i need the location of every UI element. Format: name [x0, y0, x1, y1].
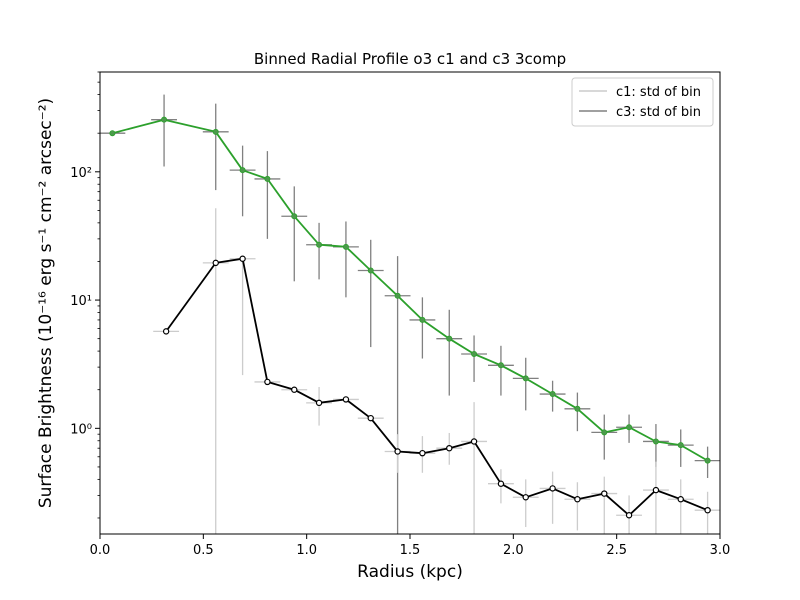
c3-data-point: [705, 458, 710, 463]
x-tick-label: 2.5: [606, 543, 627, 558]
c1-data-point: [447, 446, 452, 451]
c3-data-point: [420, 317, 425, 322]
x-axis-ticks: 0.0 0.5 1.0 1.5 2.0 2.5 3.0: [90, 534, 731, 558]
x-tick-label: 1.0: [296, 543, 317, 558]
c1-data-point: [213, 260, 218, 265]
c1-data-point: [523, 495, 528, 500]
c3-data-point: [213, 129, 218, 134]
c1-data-point: [602, 491, 607, 496]
chart-title: Binned Radial Profile o3 c1 and c3 3comp: [254, 50, 566, 68]
c3-data-point: [368, 268, 373, 273]
c1-data-point: [292, 387, 297, 392]
c3-data-point: [575, 406, 580, 411]
c3-data-point: [498, 363, 503, 368]
plot-area: [100, 72, 720, 534]
y-tick-label: 10²: [70, 166, 92, 181]
c3-data-point: [523, 376, 528, 381]
c1-data-point: [498, 481, 503, 486]
y-tick-label: 10¹: [70, 294, 92, 309]
c1-data-point: [240, 256, 245, 261]
c3-data-point: [678, 442, 683, 447]
c3-data-point: [343, 244, 348, 249]
c3-data-point: [316, 242, 321, 247]
c3-data-point: [240, 168, 245, 173]
x-tick-label: 2.0: [503, 543, 524, 558]
x-tick-label: 3.0: [710, 543, 731, 558]
c3-data-point: [653, 439, 658, 444]
c1-data-point: [471, 439, 476, 444]
x-tick-label: 0.0: [90, 543, 111, 558]
c1-data-point: [316, 400, 321, 405]
legend-label-c1: c1: std of bin: [616, 85, 701, 100]
x-axis-label: Radius (kpc): [357, 562, 463, 582]
legend-label-c3: c3: std of bin: [616, 105, 701, 120]
c3-data-point: [550, 391, 555, 396]
legend: c1: std of bin c3: std of bin: [572, 78, 713, 126]
c3-data-point: [161, 117, 166, 122]
y-tick-label: 10⁰: [70, 422, 92, 437]
c3-data-point: [602, 430, 607, 435]
c1-data-point: [575, 497, 580, 502]
c1-data-point: [420, 451, 425, 456]
c3-data-point: [395, 293, 400, 298]
c3-data-point: [626, 425, 631, 430]
x-tick-label: 1.5: [400, 543, 421, 558]
c1-data-point: [368, 416, 373, 421]
c3-data-point: [265, 176, 270, 181]
c3-data-point: [471, 351, 476, 356]
c1-data-point: [626, 513, 631, 518]
c1-data-point: [678, 497, 683, 502]
c1-data-point: [653, 487, 658, 492]
c1-data-point: [164, 329, 169, 334]
y-axis-label: Surface Brightness (10⁻¹⁶ erg s⁻¹ cm⁻² a…: [36, 98, 56, 508]
c1-data-point: [705, 508, 710, 513]
c3-data-point: [292, 214, 297, 219]
c1-data-point: [343, 397, 348, 402]
c3-data-point: [110, 131, 115, 136]
c1-data-point: [550, 486, 555, 491]
c3-data-point: [447, 336, 452, 341]
x-tick-label: 0.5: [193, 543, 214, 558]
c1-data-point: [395, 449, 400, 454]
c1-data-point: [265, 379, 270, 384]
y-axis-ticks: 10⁰ 10¹ 10²: [70, 72, 100, 518]
